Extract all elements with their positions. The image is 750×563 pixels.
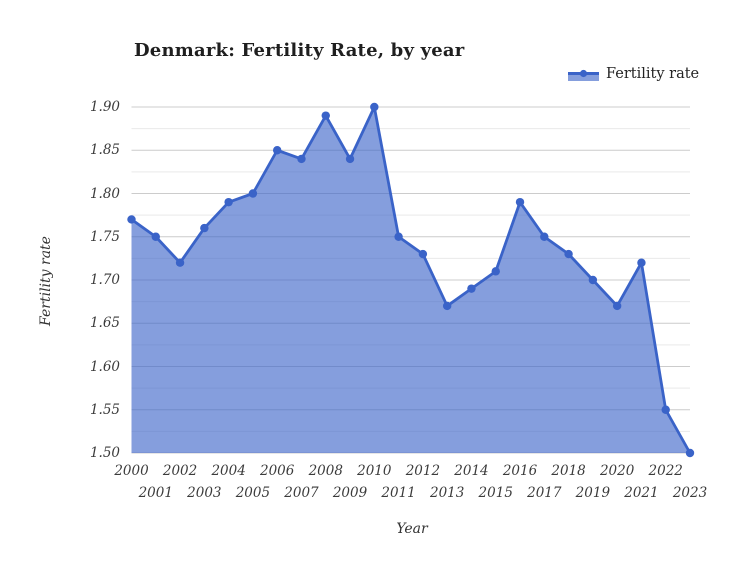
y-tick-label: 1.60 <box>89 358 120 375</box>
x-tick-label: 2007 <box>284 485 319 501</box>
data-point[interactable] <box>394 232 403 241</box>
chart-title: Denmark: Fertility Rate, by year <box>134 40 465 61</box>
data-point[interactable] <box>272 146 282 155</box>
x-tick-label: 2011 <box>381 485 416 501</box>
x-tick-label: 2000 <box>114 463 149 479</box>
data-point[interactable] <box>540 232 549 241</box>
x-tick-label: 2023 <box>672 485 708 501</box>
data-point[interactable] <box>491 267 500 276</box>
data-point[interactable] <box>321 111 330 120</box>
data-point[interactable] <box>297 154 306 164</box>
y-tick-label: 1.70 <box>89 272 120 288</box>
data-point[interactable] <box>467 284 476 293</box>
data-point[interactable] <box>248 189 258 198</box>
x-tick-label: 2004 <box>211 463 246 479</box>
x-tick-label: 2013 <box>429 485 465 501</box>
data-point[interactable] <box>418 249 428 259</box>
y-tick-label: 1.55 <box>89 401 120 418</box>
x-tick-label: 2010 <box>357 463 392 479</box>
x-tick-label: 2016 <box>502 463 538 479</box>
x-axis-title: Year <box>396 521 428 537</box>
x-tick-label: 2002 <box>162 463 198 479</box>
x-tick-label: 2019 <box>575 485 611 501</box>
y-tick-label: 1.85 <box>89 142 120 159</box>
data-point[interactable] <box>661 405 670 414</box>
x-tick-label: 2021 <box>624 485 659 501</box>
data-point[interactable] <box>637 258 646 267</box>
data-point[interactable] <box>370 102 379 112</box>
data-point[interactable] <box>175 258 185 267</box>
y-tick-label: 1.80 <box>89 185 120 202</box>
trend-line <box>130 105 692 455</box>
x-tick-label: 2009 <box>332 485 368 501</box>
legend-swatch-icon <box>568 69 599 81</box>
legend-label: Fertility rate <box>606 66 700 82</box>
data-point[interactable] <box>151 232 160 241</box>
data-point[interactable] <box>200 223 209 233</box>
x-tick-label: 2005 <box>235 485 271 501</box>
data-point[interactable] <box>612 301 622 311</box>
data-point[interactable] <box>588 275 598 285</box>
x-tick-label: 2012 <box>405 463 441 479</box>
data-point[interactable] <box>224 197 233 207</box>
x-tick-label: 2008 <box>308 463 343 479</box>
y-tick-label: 1.90 <box>89 99 120 115</box>
x-tick-label: 2020 <box>599 463 635 479</box>
x-tick-label: 2018 <box>551 463 586 479</box>
area-fill <box>131 107 690 453</box>
x-tick-label: 2014 <box>454 463 489 479</box>
x-tick-label: 2003 <box>187 485 222 501</box>
data-point[interactable] <box>515 197 525 207</box>
x-tick-label: 2006 <box>260 463 295 479</box>
legend-item[interactable]: Fertility rate <box>568 66 699 82</box>
x-tick-label: 2001 <box>138 485 173 501</box>
data-point[interactable] <box>564 249 573 259</box>
data-point[interactable] <box>127 215 136 224</box>
x-tick-label: 2017 <box>527 485 562 501</box>
x-tick-label: 2022 <box>648 463 683 479</box>
y-tick-label: 1.65 <box>89 315 120 332</box>
y-tick-label: 1.75 <box>89 228 120 245</box>
data-point[interactable] <box>685 448 695 458</box>
x-tick-label: 2015 <box>478 485 513 501</box>
data-point[interactable] <box>345 154 355 164</box>
y-tick-label: 1.50 <box>89 445 120 461</box>
data-point[interactable] <box>442 301 452 311</box>
